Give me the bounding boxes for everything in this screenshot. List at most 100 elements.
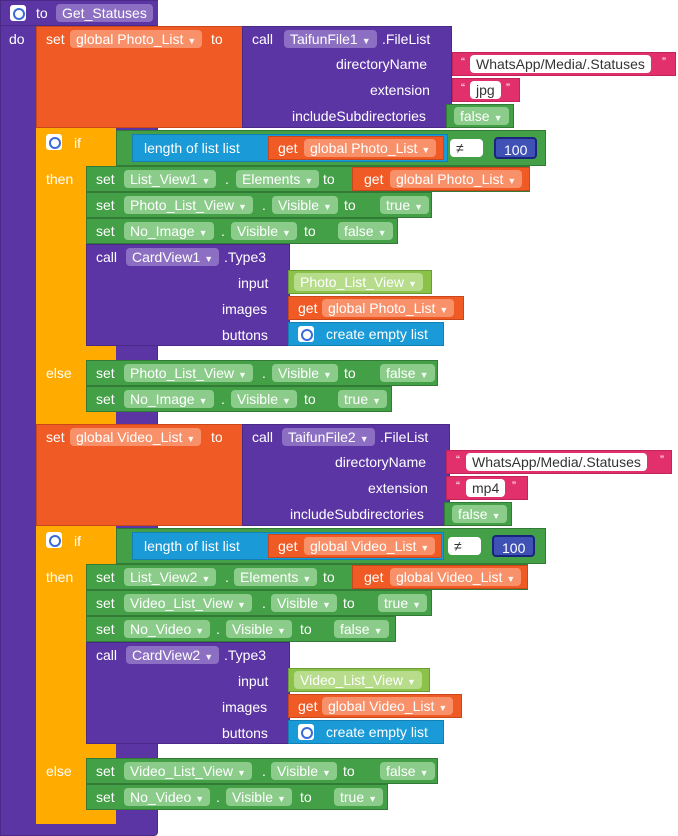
video-list-view-label: Video_List_View: [130, 595, 234, 611]
if-gear-icon[interactable]: [46, 532, 62, 548]
taifunfile2-dropdown[interactable]: TaifunFile2 ▼: [282, 428, 375, 446]
dot-separator: .: [216, 621, 220, 637]
else-keyword: else: [46, 763, 72, 779]
chevron-down-icon: ▼: [491, 511, 501, 521]
no-image-dropdown[interactable]: No_Image ▼: [124, 222, 214, 240]
video-create-empty-list-block[interactable]: [288, 720, 444, 744]
chevron-down-icon: ▼: [204, 652, 214, 662]
procedure-name[interactable]: Get_Statuses: [56, 4, 153, 22]
chevron-down-icon: ▼: [323, 202, 332, 212]
if-keyword: if: [74, 135, 81, 151]
bool-value: false: [344, 223, 374, 239]
get-video-list-dropdown[interactable]: global Video_List ▼: [322, 697, 454, 715]
get-photo-list-dropdown[interactable]: global Photo_List ▼: [304, 139, 437, 157]
set-keyword: set: [46, 429, 65, 445]
set-keyword: set: [96, 365, 115, 381]
procedure-gear-icon[interactable]: [10, 5, 26, 21]
photo-list-view-dropdown[interactable]: Photo_List_View ▼: [124, 196, 253, 214]
elements-prop-dropdown[interactable]: Elements ▼: [234, 568, 318, 586]
chevron-down-icon: ▼: [408, 279, 417, 289]
photo-list-view-component-dropdown[interactable]: Photo_List_View ▼: [294, 273, 423, 291]
dot-separator: .: [225, 569, 229, 585]
video-extension-value[interactable]: mp4: [466, 479, 506, 497]
directory-name-label: directoryName: [335, 454, 427, 470]
chevron-down-icon: ▼: [238, 202, 247, 212]
video-list-view-dropdown[interactable]: Video_List_View ▼: [124, 594, 252, 612]
call-cardview2-block[interactable]: [86, 642, 290, 744]
visible-prop-dropdown[interactable]: Visible ▼: [231, 390, 297, 408]
list-view1-label: List_View1: [130, 171, 198, 187]
elements-prop-dropdown[interactable]: Elements ▼: [236, 170, 320, 188]
cardview1-dropdown[interactable]: CardView1 ▼: [126, 248, 220, 266]
visible-prop-dropdown[interactable]: Visible ▼: [231, 222, 297, 240]
photo-includesub-dropdown[interactable]: false ▼: [454, 107, 509, 125]
set-keyword: set: [96, 569, 115, 585]
video-directory-value[interactable]: WhatsApp/Media/.Statuses: [466, 453, 647, 471]
no-video-label: No_Video: [130, 789, 192, 805]
include-subdirectories-label: includeSubdirectories: [290, 506, 424, 522]
visible-prop-dropdown[interactable]: Visible ▼: [226, 788, 292, 806]
photo-list-view-dropdown[interactable]: Photo_List_View ▼: [124, 364, 253, 382]
no-video-dropdown[interactable]: No_Video ▼: [124, 788, 211, 806]
photo-create-empty-list-block[interactable]: [288, 322, 444, 346]
video-includesub-dropdown[interactable]: false ▼: [452, 505, 507, 523]
get-keyword: get: [298, 698, 318, 714]
chevron-down-icon: ▼: [421, 145, 431, 155]
no-video-label: No_Video: [130, 621, 192, 637]
compare-operator-dropdown[interactable]: ≠ ▼: [450, 139, 483, 157]
list-gear-icon[interactable]: [298, 724, 314, 740]
photo-list-var-dropdown[interactable]: global Photo_List ▼: [70, 30, 203, 48]
video-list-var-dropdown[interactable]: global Video_List ▼: [70, 428, 202, 446]
if-gear-icon[interactable]: [46, 134, 62, 150]
get-video-list-dropdown[interactable]: global Video_List ▼: [304, 537, 436, 555]
to-keyword: to: [323, 569, 335, 585]
visible-prop-dropdown[interactable]: Visible ▼: [272, 196, 338, 214]
call-keyword: call: [96, 647, 118, 663]
list-gear-icon[interactable]: [298, 326, 314, 342]
no-image-dropdown[interactable]: No_Image ▼: [124, 390, 214, 408]
compare-operator-dropdown[interactable]: ≠ ▼: [448, 537, 481, 555]
images-param-label: images: [222, 699, 268, 715]
get-keyword: get: [364, 171, 384, 187]
visible-prop-dropdown[interactable]: Visible ▼: [271, 594, 337, 612]
video-list-view-dropdown[interactable]: Video_List_View ▼: [124, 762, 252, 780]
chevron-down-icon: ▼: [373, 626, 383, 636]
set-keyword: set: [96, 197, 115, 213]
get-photo-list-dropdown[interactable]: global Photo_List ▼: [390, 170, 523, 188]
set-keyword: set: [96, 789, 115, 805]
list-view2-dropdown[interactable]: List_View2 ▼: [124, 568, 217, 586]
photo-directory-value[interactable]: WhatsApp/Media/.Statuses: [470, 55, 651, 73]
no-video-true-dropdown[interactable]: true ▼: [334, 788, 384, 806]
no-image-false-dropdown[interactable]: false ▼: [338, 222, 393, 240]
list-view1-dropdown[interactable]: List_View1 ▼: [124, 170, 217, 188]
no-image-label: No_Image: [130, 391, 195, 407]
no-video-false-dropdown[interactable]: false ▼: [334, 620, 389, 638]
visible-prop-label: Visible: [237, 223, 278, 239]
visible-prop-dropdown[interactable]: Visible ▼: [271, 762, 337, 780]
video-visible-true-dropdown[interactable]: true ▼: [378, 594, 428, 612]
no-image-true-dropdown[interactable]: true ▼: [338, 390, 388, 408]
get-keyword: get: [298, 300, 318, 316]
chevron-down-icon: ▼: [361, 36, 371, 46]
to-keyword: to: [211, 429, 223, 445]
photo-visible-true-dropdown[interactable]: true ▼: [380, 196, 430, 214]
get-video-list-label: global Video_List: [396, 569, 503, 585]
video-list-var-label: global Video_List: [76, 429, 183, 445]
video-compare-number[interactable]: 100: [492, 535, 536, 557]
get-video-list-dropdown[interactable]: global Video_List ▼: [390, 568, 522, 586]
photo-compare-number[interactable]: 100: [494, 137, 538, 159]
photo-list-view-component-label: Photo_List_View: [300, 274, 405, 290]
taifunfile1-dropdown[interactable]: TaifunFile1 ▼: [284, 30, 377, 48]
visible-prop-dropdown[interactable]: Visible ▼: [272, 364, 338, 382]
call-keyword: call: [252, 31, 274, 47]
cardview2-dropdown[interactable]: CardView2 ▼: [126, 646, 220, 664]
no-video-dropdown[interactable]: No_Video ▼: [124, 620, 211, 638]
get-photo-list-dropdown[interactable]: global Photo_List ▼: [322, 299, 455, 317]
visible-prop-dropdown[interactable]: Visible ▼: [226, 620, 292, 638]
photo-visible-false-dropdown[interactable]: false ▼: [380, 364, 435, 382]
photo-extension-value[interactable]: jpg: [470, 81, 501, 99]
chevron-down-icon: ▼: [412, 600, 422, 610]
video-list-view-component-dropdown[interactable]: Video_List_View ▼: [294, 671, 422, 689]
chevron-down-icon: ▼: [201, 574, 211, 584]
video-visible-false-dropdown[interactable]: false ▼: [380, 762, 435, 780]
